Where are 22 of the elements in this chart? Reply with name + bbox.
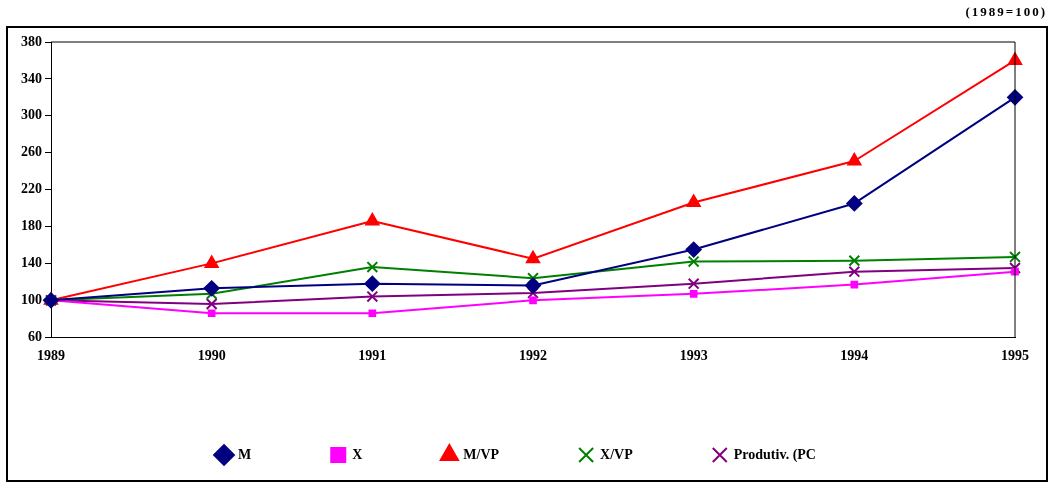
y-tick-label: 100: [21, 291, 42, 307]
legend-label: M/VP: [463, 446, 500, 462]
legend-label: X/VP: [600, 446, 634, 462]
x-tick-label: 1994: [840, 348, 869, 364]
y-tick-label: 340: [21, 70, 42, 86]
x-tick-label: 1993: [679, 348, 708, 364]
y-tick-label: 180: [21, 218, 42, 234]
y-tick-label: 220: [21, 181, 42, 197]
legend-label: X: [352, 446, 363, 462]
y-tick-label: 140: [21, 255, 42, 271]
y-tick-label: 300: [21, 107, 42, 123]
x-tick-label: 1992: [519, 348, 547, 364]
x-tick-label: 1991: [358, 348, 387, 364]
x-tick-label: 1990: [197, 348, 226, 364]
text: (1989=100): [965, 4, 1047, 20]
y-tick-label: 60: [28, 328, 42, 344]
legend-label: M: [238, 446, 252, 462]
y-tick-label: 260: [21, 144, 42, 160]
x-tick-label: 1995: [1001, 348, 1029, 364]
legend-label: Produtiv. (PC: [733, 446, 816, 463]
y-tick-label: 380: [21, 33, 42, 49]
x-tick-label: 1989: [37, 348, 65, 364]
